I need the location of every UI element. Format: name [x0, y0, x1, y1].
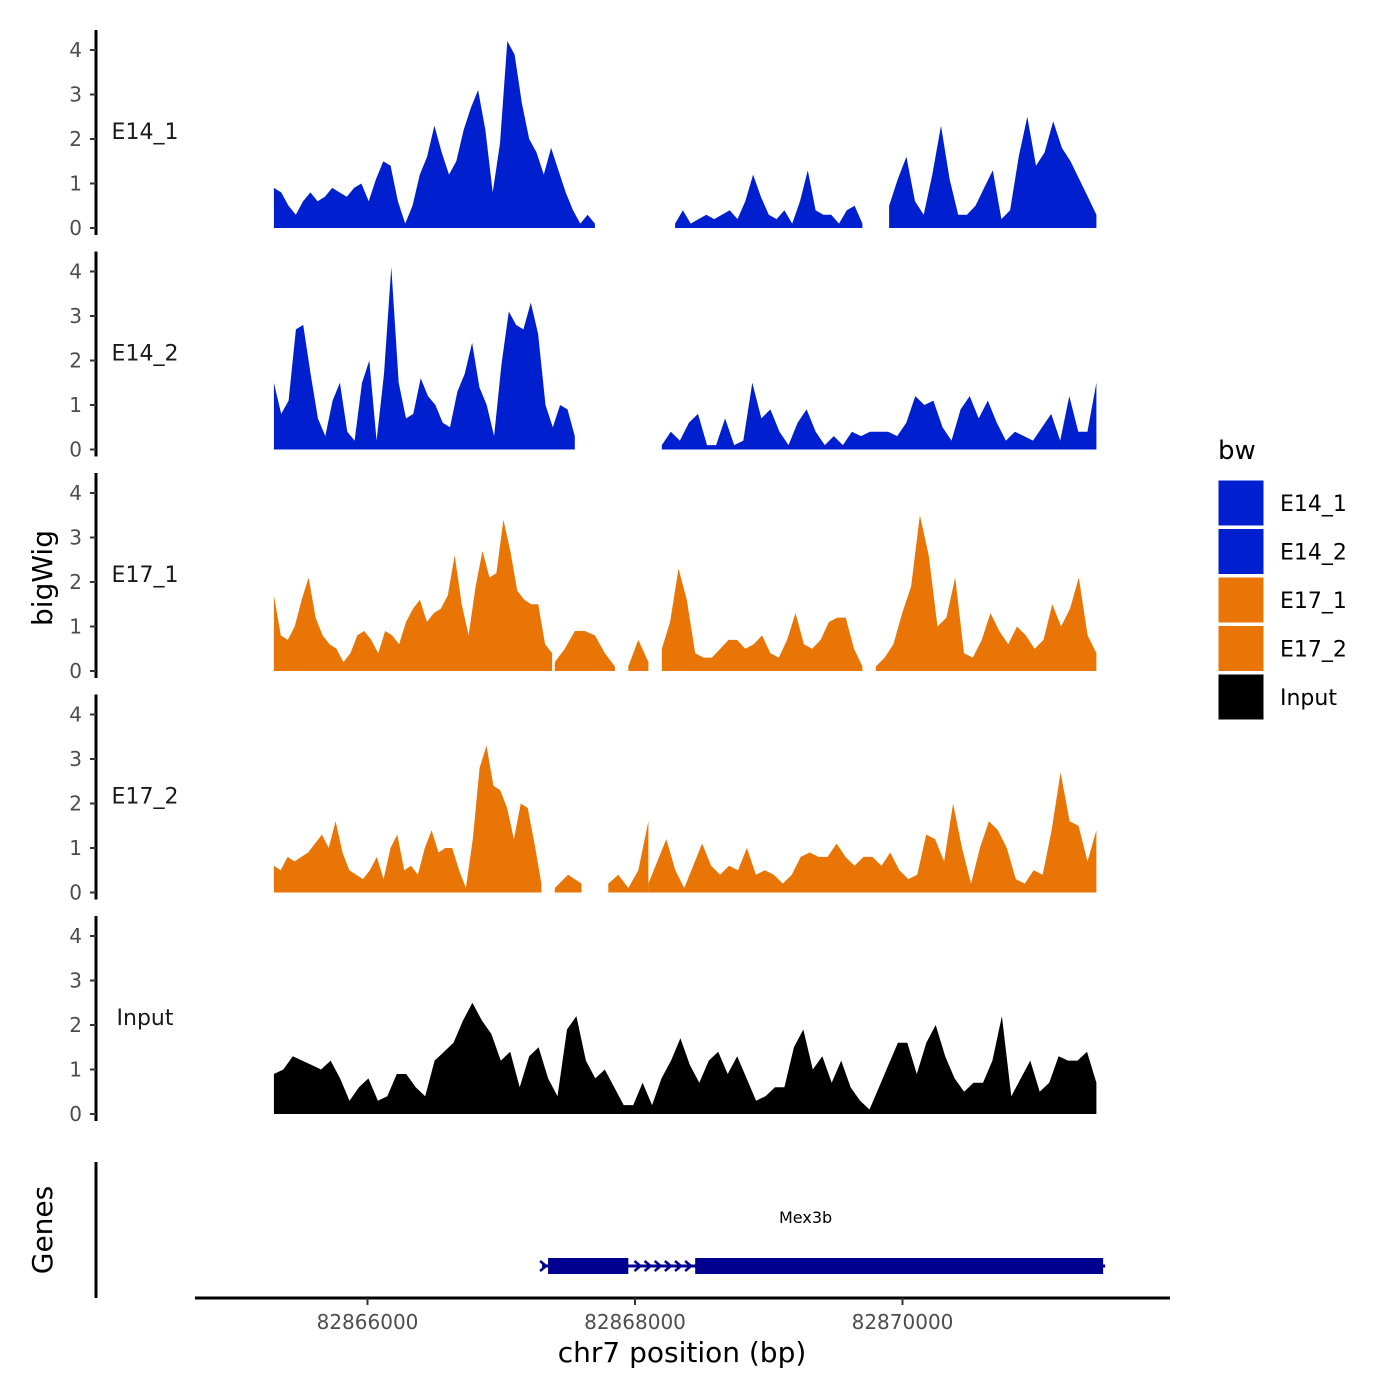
- track-label-e14-1: E14_1: [112, 120, 179, 145]
- y-tick-label: 4: [69, 260, 82, 284]
- legend-entry-e17-2: E17_2: [1217, 625, 1347, 672]
- strand-arrow: [664, 1260, 673, 1272]
- signal-area-e17-2-4: [648, 772, 1097, 893]
- y-tick-label: 4: [69, 38, 82, 62]
- signal-area-e14-1-1: [273, 41, 595, 228]
- track-e17-1: 0 1 2 3 4 E17_1: [69, 473, 1097, 683]
- gene-exon: [548, 1258, 629, 1274]
- y-tick-label: 3: [69, 83, 82, 107]
- signal-area-e14-2-2: [661, 382, 1097, 450]
- y-tick-label: 1: [69, 393, 82, 417]
- y-tick-label: 1: [69, 1058, 82, 1082]
- track-e14-2: 0 1 2 3 4 E14_2: [69, 251, 1097, 462]
- track-e14-1: 0 1 2 3 4 E14_1: [69, 30, 1097, 240]
- x-tick-label: 82870000: [852, 1310, 954, 1334]
- signal-area-e17-1-1: [273, 519, 553, 671]
- signal-tracks: 0 1 2 3 4 E14_1 0 1 2 3 4 E14_2 0 1 2 3 4 E17_1 0 1 2 3 4 E17_2…: [69, 30, 1097, 1126]
- y-tick-label: 4: [69, 481, 82, 505]
- strand-arrow: [539, 1260, 549, 1272]
- x-tick-label: 82866000: [317, 1310, 419, 1334]
- genes-axis-title: Genes: [26, 1186, 59, 1274]
- track-label-e17-2: E17_2: [112, 785, 179, 810]
- signal-area-e14-2-1: [273, 267, 575, 450]
- strand-arrow: [653, 1260, 663, 1272]
- strand-arrow: [674, 1260, 683, 1272]
- legend-swatch: [1217, 673, 1265, 721]
- legend-swatch: [1217, 625, 1265, 672]
- y-tick-label: 1: [69, 836, 82, 860]
- strand-arrow: [684, 1260, 694, 1272]
- y-tick-label: 1: [69, 615, 82, 639]
- signal-area-e17-1-4: [661, 568, 863, 671]
- legend-label: E14_2: [1280, 541, 1347, 566]
- gene-models: Mex3b: [539, 1208, 1106, 1274]
- y-tick-label: 0: [69, 1102, 82, 1126]
- track-e17-2: 0 1 2 3 4 E17_2: [69, 694, 1097, 905]
- y-tick-label: 1: [69, 172, 82, 196]
- legend-label: E14_1: [1280, 492, 1347, 517]
- x-tick-label: 82868000: [584, 1310, 686, 1334]
- track-label-e17-1: E17_1: [112, 563, 179, 588]
- y-tick-label: 0: [69, 438, 82, 462]
- y-tick-label: 3: [69, 747, 82, 771]
- y-tick-label: 0: [69, 659, 82, 683]
- signal-area-e14-1-2: [675, 170, 863, 228]
- x-ticks: 82866000 82868000 82870000: [317, 1298, 954, 1334]
- strand-arrow: [633, 1260, 643, 1272]
- legend-entry-input: Input: [1217, 673, 1337, 721]
- legend-label: Input: [1280, 686, 1337, 711]
- signal-area-e17-1-3: [628, 639, 649, 671]
- gene-name-label: Mex3b: [779, 1208, 832, 1227]
- signal-area-e17-2-2: [554, 874, 582, 893]
- y-tick-label: 3: [69, 969, 82, 993]
- y-tick-label: 4: [69, 924, 82, 948]
- y-tick-label: 2: [69, 349, 82, 373]
- legend-entry-e17-1: E17_1: [1217, 576, 1347, 624]
- legend-title: bw: [1218, 436, 1256, 466]
- y-tick-label: 4: [69, 703, 82, 727]
- strand-arrow: [643, 1260, 653, 1272]
- signal-area-input-1: [273, 1002, 1097, 1114]
- y-tick-label: 0: [69, 216, 82, 240]
- signal-area-e17-2-1: [273, 745, 542, 893]
- legend-swatch: [1217, 576, 1265, 624]
- track-input: 0 1 2 3 4 Input: [69, 916, 1097, 1126]
- legend-label: E17_1: [1280, 589, 1347, 614]
- signal-area-e17-1-5: [875, 515, 1097, 671]
- y-tick-label: 2: [69, 127, 82, 151]
- track-label-input: Input: [117, 1006, 174, 1031]
- legend-entries: E14_1 E14_2 E17_1 E17_2 Input: [1217, 479, 1347, 721]
- y-tick-label: 3: [69, 526, 82, 550]
- track-label-e14-2: E14_2: [112, 342, 179, 367]
- genes-panel: Genes Mex3b: [26, 1162, 1106, 1298]
- y-tick-label: 2: [69, 1013, 82, 1037]
- x-axis-title: chr7 position (bp): [558, 1336, 807, 1369]
- y-tick-label: 2: [69, 792, 82, 816]
- signal-area-e17-2-3: [608, 821, 649, 893]
- y-tick-label: 2: [69, 570, 82, 594]
- x-axis: 82866000 82868000 82870000 chr7 position (…: [195, 1296, 1170, 1369]
- legend-label: E17_2: [1280, 638, 1347, 663]
- y-axis-title: bigWig: [26, 530, 59, 626]
- legend-entry-e14-2: E14_2: [1217, 528, 1347, 575]
- legend-swatch: [1217, 528, 1265, 575]
- signal-area-e14-1-3: [889, 116, 1097, 228]
- legend-swatch: [1217, 479, 1265, 527]
- legend-entry-e14-1: E14_1: [1217, 479, 1347, 527]
- signal-area-e17-1-2: [554, 631, 615, 671]
- y-tick-label: 0: [69, 881, 82, 905]
- gene-exon: [695, 1258, 1104, 1274]
- y-axis-title-group: bigWig: [26, 530, 59, 626]
- y-tick-label: 3: [69, 304, 82, 328]
- legend: bw E14_1 E14_2 E17_1 E17_2 Input: [1217, 436, 1347, 721]
- gene-mex3b: Mex3b: [539, 1208, 1106, 1274]
